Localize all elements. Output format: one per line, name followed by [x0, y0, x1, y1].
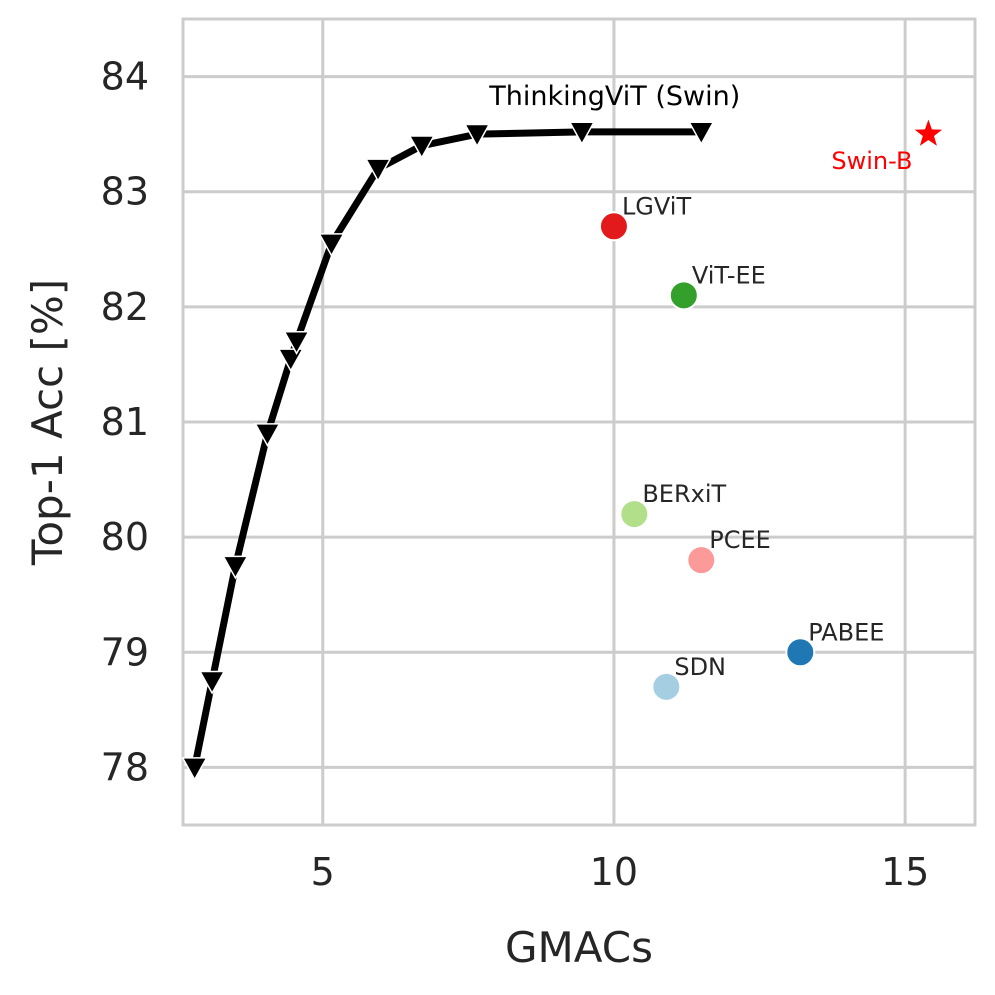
- thinkingvit-marker: [181, 757, 208, 781]
- thinkingvit-label: ThinkingViT (Swin): [488, 81, 740, 112]
- y-tick-label: 82: [101, 285, 149, 329]
- point-pcee: [686, 545, 717, 576]
- point-label: PABEE: [808, 618, 884, 646]
- thinkingvit-marker: [364, 158, 392, 183]
- tick-labels: 5 10 15 78 79 80 81 82 83 84: [101, 55, 930, 894]
- x-axis-title: GMACs: [505, 923, 653, 972]
- point-label: PCEE: [709, 526, 771, 554]
- point-pabee: [785, 637, 816, 668]
- grid: [183, 19, 975, 825]
- x-tick-label: 5: [311, 850, 335, 894]
- swin-b-label: Swin-B: [831, 147, 912, 175]
- thinkingvit-line: [191, 128, 705, 771]
- thinkingvit-marker: [688, 121, 715, 146]
- point-vit-ee: [668, 280, 699, 311]
- thinkingvit-marker: [568, 121, 596, 146]
- thinkingvit-marker: [198, 670, 226, 695]
- thinkingvit-marker: [254, 423, 281, 448]
- thinkingvit-marker: [277, 348, 305, 373]
- point-lgvit: [598, 211, 629, 242]
- y-tick-label: 78: [101, 745, 149, 789]
- swin-b-star-icon: [911, 116, 946, 149]
- point-label: ViT-EE: [692, 261, 766, 289]
- point-label: BERxiT: [642, 480, 726, 508]
- point-label: LGViT: [622, 192, 692, 220]
- y-tick-label: 83: [101, 170, 149, 214]
- point-sdn: [651, 671, 682, 702]
- thinkingvit-marker: [222, 555, 249, 580]
- thinkingvit-marker: [318, 233, 345, 258]
- x-tick-label: 10: [590, 850, 638, 894]
- y-axis-title: Top-1 Acc [%]: [23, 279, 72, 566]
- point-berxit: [619, 499, 650, 530]
- plot-frame: [181, 17, 977, 827]
- thinkingvit-marker: [283, 331, 310, 355]
- y-tick-label: 84: [101, 55, 149, 99]
- thinkingvit-marker: [408, 135, 436, 160]
- thinkingvit-marker: [463, 123, 491, 148]
- point-label: SDN: [674, 653, 726, 681]
- y-tick-label: 81: [101, 400, 149, 444]
- points: LGViT ViT-EE BERxiT PCEE PABEE SDN Swin-B: [598, 116, 946, 702]
- series: ThinkingViT (Swin): [181, 81, 740, 781]
- x-tick-label: 15: [881, 850, 929, 894]
- y-tick-label: 79: [101, 630, 149, 674]
- y-tick-label: 80: [101, 515, 149, 559]
